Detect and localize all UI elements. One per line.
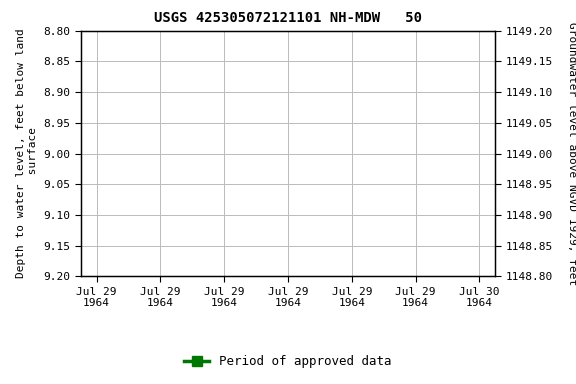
Y-axis label: Groundwater level above NGVD 1929, feet: Groundwater level above NGVD 1929, feet — [567, 22, 576, 285]
Y-axis label: Depth to water level, feet below land
 surface: Depth to water level, feet below land su… — [16, 29, 37, 278]
Title: USGS 425305072121101 NH-MDW   50: USGS 425305072121101 NH-MDW 50 — [154, 12, 422, 25]
Legend: Period of approved data: Period of approved data — [179, 351, 397, 374]
